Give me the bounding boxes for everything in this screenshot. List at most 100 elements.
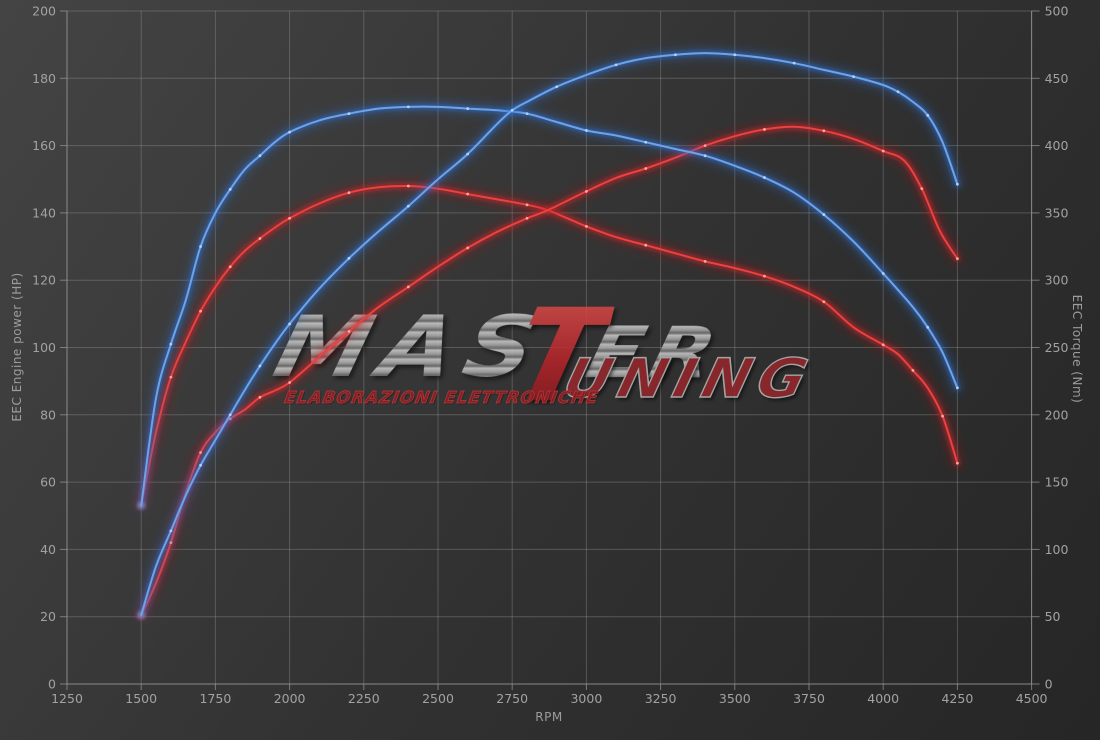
curve-torque-b-point [288,381,291,384]
curve-torque-b-point [466,246,470,250]
curve-power-a-point [881,272,885,275]
curve-torque-b-point [258,395,262,399]
curve-torque-b-point [881,149,885,153]
curve-power-a-point [822,213,826,216]
curve-torque-b-glow [138,124,960,618]
y-right-tick-label: 350 [1045,205,1069,220]
x-tick-label: 2500 [422,691,454,706]
curve-power-b-point [258,364,262,368]
curve-torque-a-point [199,309,202,313]
y-right-tick-label: 400 [1045,138,1069,153]
curve-torque-a-point [644,243,648,247]
curve-power-a-point [525,112,529,116]
curve-power-b-point [614,63,618,67]
curve-power-b-point [510,108,514,112]
y-right-tick-label: 50 [1045,609,1061,624]
curve-power-a-point [288,130,291,134]
y-left-tick-label: 180 [32,71,56,86]
y-right-tick-label: 100 [1045,542,1069,557]
curve-power-b-point [896,90,900,94]
curve-torque-a-point [258,237,262,240]
y-left-tick-label: 160 [32,138,56,153]
y-left-tick-label: 60 [40,475,56,490]
curve-power-a [140,105,959,507]
curve-power-a-point [926,325,930,329]
curve-torque-a-glow [138,183,960,508]
curve-power-a-point [644,140,648,144]
curve-power-a-point [703,154,707,158]
curve-power-b-point [347,256,351,260]
curve-torque-b-point [763,128,766,131]
x-tick-label: 2250 [348,691,380,706]
x-tick-label: 3500 [719,691,751,706]
curve-torque-b-point [406,285,410,289]
curve-power-b-point [674,53,677,57]
y-right-tick-label: 300 [1045,273,1069,288]
curve-power-b-point [406,204,410,208]
y-left-tick-label: 0 [48,677,56,692]
y-left-tick-label: 40 [40,542,56,557]
curve-power-a-point [258,154,262,158]
y-right-tick-label: 150 [1045,475,1069,490]
curve-power-b-point [169,529,173,533]
curve-torque-a-point [525,203,529,207]
curve-power-a-point [347,112,351,116]
curve-torque-b-point [956,257,959,261]
y-left-tick-label: 140 [32,205,56,220]
x-tick-label: 2000 [274,691,306,706]
x-tick-label: 4500 [1016,691,1048,706]
curve-torque-b-point [525,216,529,220]
curve-torque-b-point [644,167,648,170]
curve-power-b-point [733,53,737,57]
curve-torque-a-point [941,414,944,418]
curve-power-b-point [199,463,202,467]
x-tick-label: 1500 [125,691,157,706]
x-tick-label: 3250 [645,691,677,706]
curve-torque-a [140,184,959,506]
curve-torque-a-point [763,274,766,278]
curve-torque-a-point [466,192,470,196]
y-left-tick-label: 120 [32,273,56,288]
curve-torque-a-point [881,343,885,347]
curve-power-a-point [406,105,410,109]
curve-power-a-point [199,245,202,248]
curve-torque-b-point [822,129,826,133]
curve-torque-b [140,125,959,617]
curve-torque-a-point [228,265,232,269]
curve-torque-a-point [288,216,291,220]
curve-torque-a-point [703,259,707,263]
y-right-tick-label: 450 [1045,71,1069,86]
curve-torque-a-point [911,368,915,372]
curve-power-a-point [169,342,173,346]
curve-power-a-point [228,187,232,191]
curve-power-b-point [926,113,930,117]
curve-torque-b-point [703,144,707,148]
curve-power-a-start-marker [138,502,145,509]
y-right-tick-label: 200 [1045,407,1069,422]
curve-torque-a-point [347,191,351,195]
curve-power-b-point [792,61,796,65]
curve-torque-a-point [822,300,826,304]
y-left-tick-label: 20 [40,609,56,624]
y-left-tick-label: 100 [32,340,56,355]
curve-power-a-point [466,107,470,110]
curve-power-b-point [228,413,232,417]
curve-power-b-start-marker [138,612,145,619]
x-tick-label: 3750 [793,691,825,706]
x-tick-label: 4250 [941,691,973,706]
curve-torque-b-point [347,329,351,333]
curve-power-a-point [763,176,766,179]
curve-torque-b-point [920,187,924,191]
y-axis-title-left: EEC Engine power (HP) [10,272,24,422]
curve-power-b-point [466,152,470,156]
x-axis-title: RPM [535,710,563,724]
curve-torque-a-point [585,224,588,228]
curve-torque-a-point [406,184,410,188]
curve-power-a-point [956,386,959,390]
curve-power-b-point [956,182,959,186]
curve-torque-b-halo [135,121,963,621]
y-right-tick-label: 0 [1045,677,1053,692]
